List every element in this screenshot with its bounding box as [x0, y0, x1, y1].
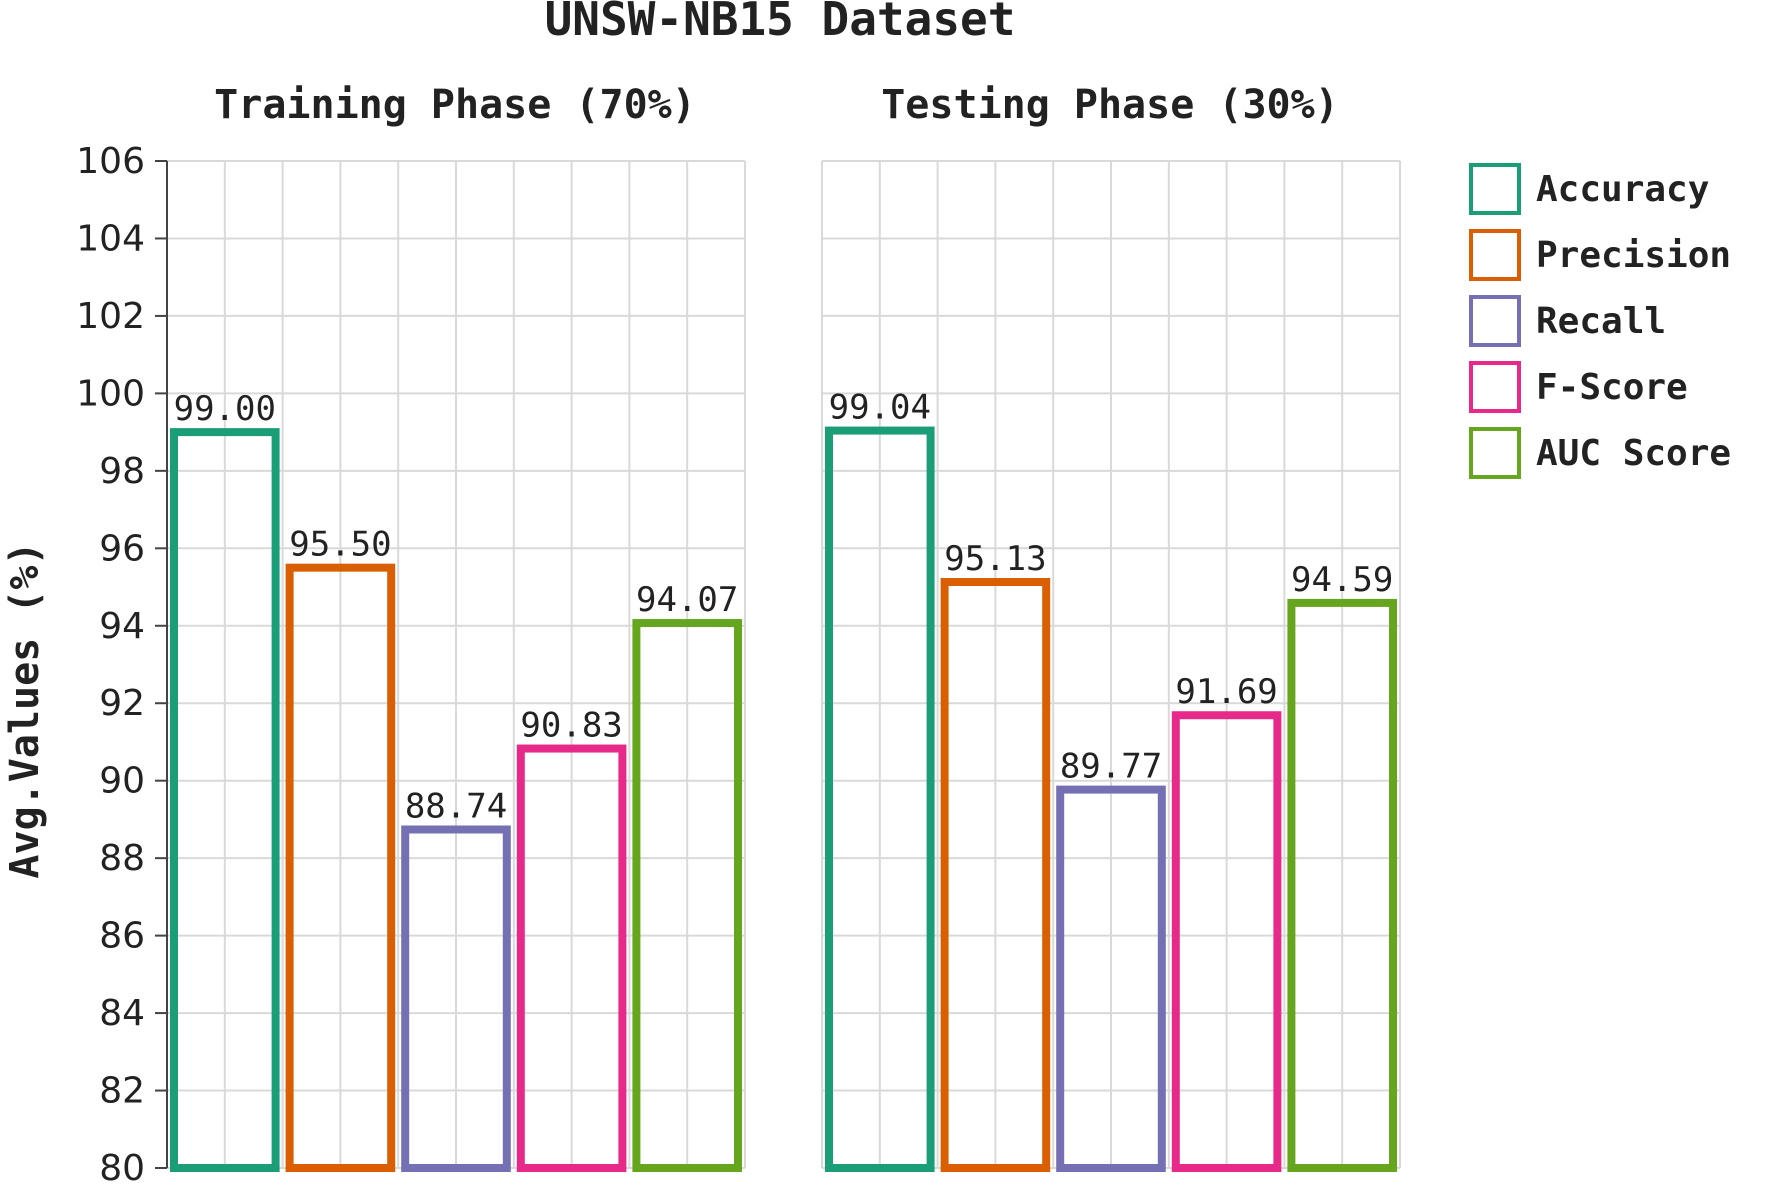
- bar-auc-score: [632, 619, 743, 1172]
- y-tick-label: 102: [76, 296, 145, 337]
- legend: Accuracy Precision Recall F-Score AUC Score: [1469, 163, 1731, 479]
- y-tick-label: 92: [99, 683, 145, 724]
- chart-title: UNSW-NB15 Dataset: [545, 0, 1016, 46]
- y-tick-label: 88: [99, 838, 145, 879]
- legend-label: F-Score: [1536, 367, 1688, 408]
- y-tick-label: 84: [99, 993, 145, 1034]
- legend-label: Precision: [1536, 235, 1731, 276]
- panel-1: 99.04 95.13 89.77 91.69 94.59: [821, 160, 1401, 1173]
- bar-value-label: 94.07: [636, 580, 738, 620]
- y-tick-label: 86: [99, 916, 145, 957]
- y-axis-label: Avg.Values (%): [2, 541, 48, 878]
- bar-accuracy: [170, 428, 280, 1173]
- bar-precision: [285, 563, 396, 1172]
- legend-swatch: [1469, 361, 1521, 413]
- y-tick-label: 98: [99, 451, 145, 492]
- y-tick-label: 82: [99, 1071, 145, 1112]
- bar-value-label: 99.00: [174, 389, 276, 429]
- legend-label: Accuracy: [1536, 169, 1709, 210]
- legend-swatch: [1469, 295, 1521, 347]
- y-tick-label: 94: [99, 606, 145, 647]
- plot-panels: 99.00 95.50 88.74 90.83 94.07 99.04 95.13 89.77…: [166, 160, 1401, 1173]
- y-tick-label: 100: [76, 373, 145, 414]
- panel-title-training: Training Phase (70%): [214, 82, 696, 128]
- y-tick-label: 80: [99, 1148, 145, 1187]
- legend-swatch: [1469, 163, 1521, 215]
- bar-f-score: [1171, 711, 1282, 1172]
- y-tick-label: 104: [76, 218, 145, 259]
- legend-swatch: [1469, 427, 1521, 479]
- bar-value-label: 88.74: [405, 786, 507, 826]
- y-tick-label: 96: [99, 528, 145, 569]
- bar-value-label: 91.69: [1175, 672, 1277, 712]
- panel-0: 99.00 95.50 88.74 90.83 94.07: [166, 160, 746, 1173]
- bar-precision: [940, 578, 1051, 1172]
- panel-title-testing: Testing Phase (30%): [881, 82, 1339, 128]
- y-tick-label: 106: [76, 141, 145, 182]
- bar-auc-score: [1287, 598, 1398, 1172]
- bar-f-score: [516, 744, 627, 1172]
- bar-value-label: 89.77: [1060, 747, 1162, 787]
- bar-value-label: 90.83: [520, 706, 622, 746]
- bar-value-label: 94.59: [1291, 560, 1393, 600]
- y-tick-label: 90: [99, 761, 145, 802]
- y-axis: 80 82 84 86 88 90 92 94 96 98 100 102 104 106: [76, 141, 168, 1187]
- bar-value-label: 95.13: [944, 539, 1046, 579]
- bar-value-label: 99.04: [829, 388, 931, 428]
- legend-swatch: [1469, 229, 1521, 281]
- bar-value-label: 95.50: [289, 525, 391, 565]
- legend-label: Recall: [1536, 301, 1666, 342]
- bar-accuracy: [825, 426, 935, 1172]
- bar-recall: [401, 825, 511, 1173]
- legend-label: AUC Score: [1536, 433, 1731, 474]
- bar-recall: [1056, 785, 1166, 1173]
